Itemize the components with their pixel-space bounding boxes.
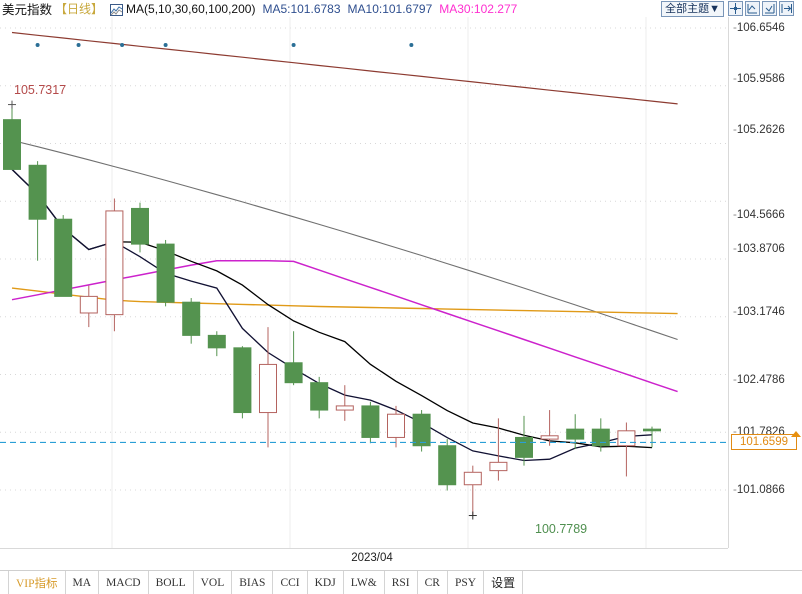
price-tick: -106.6546 [733,22,785,34]
price-tick: -103.1746 [733,306,785,318]
indicator-button-rsi[interactable]: RSI [385,571,418,594]
indicator-button--[interactable]: 设置 [484,571,524,594]
ma30-value: MA30:102.277 [439,1,518,16]
indicator-button-ma[interactable]: MA [66,571,100,594]
ma5-value: MA5:101.6783 [262,1,341,16]
price-tick: -103.8706 [733,243,785,255]
chart-line-icon [110,3,124,16]
indicator-button-cr[interactable]: CR [418,571,448,594]
indicator-button-cci[interactable]: CCI [273,571,308,594]
price-tick: -105.9586 [733,73,785,85]
indicator-button-kdj[interactable]: KDJ [308,571,344,594]
price-tick: -101.0866 [733,484,785,496]
ma-params-label: MA(5,10,30,60,100,200) [126,1,256,16]
chart-export-icon[interactable] [779,1,794,16]
price-marker-arrow [791,431,801,438]
indicator-button-boll[interactable]: BOLL [149,571,194,594]
price-tick: -102.4786 [733,374,785,386]
date-axis: 2023/04 [0,548,728,571]
indicator-button-vol[interactable]: VOL [194,571,233,594]
chart-canvas [0,17,728,548]
chart-header: 美元指数 【日线】 MA(5,10,30,60,100,200) MA5:101… [0,0,802,17]
theme-dropdown[interactable]: 全部主题▼ [661,1,724,17]
price-tick: -104.5666 [733,209,785,221]
current-price-badge[interactable]: 101.6599 [731,434,797,451]
indicator-button-lw-[interactable]: LW& [344,571,385,594]
period-label[interactable]: 【日线】 [55,2,104,16]
crosshair-icon[interactable] [728,1,743,16]
indicator-button-vip-[interactable]: VIP指标 [8,571,66,594]
period-low-label: 100.7789 [535,522,588,536]
chart-plot-area[interactable]: 105.7317 100.7789 [0,17,728,548]
price-axis[interactable]: -106.6546 -105.9586 -105.2626 -104.5666 -103… [728,17,802,548]
date-tick: 2023/04 [351,552,393,564]
indicator-toolbar[interactable]: VIP指标 MA MACD BOLL VOL BIAS CCI KDJ LW& RSI CR PSY 设… [0,570,802,594]
indicator-button-psy[interactable]: PSY [448,571,485,594]
chart-right-icon[interactable] [762,1,777,16]
indicator-button-macd[interactable]: MACD [99,571,149,594]
chart-left-icon[interactable] [745,1,760,16]
ma10-value: MA10:101.6797 [347,1,433,16]
indicator-button-bias[interactable]: BIAS [232,571,274,594]
period-high-label: 105.7317 [14,83,67,97]
symbol-name: 美元指数 [2,3,53,17]
price-tick: -105.2626 [733,124,785,136]
